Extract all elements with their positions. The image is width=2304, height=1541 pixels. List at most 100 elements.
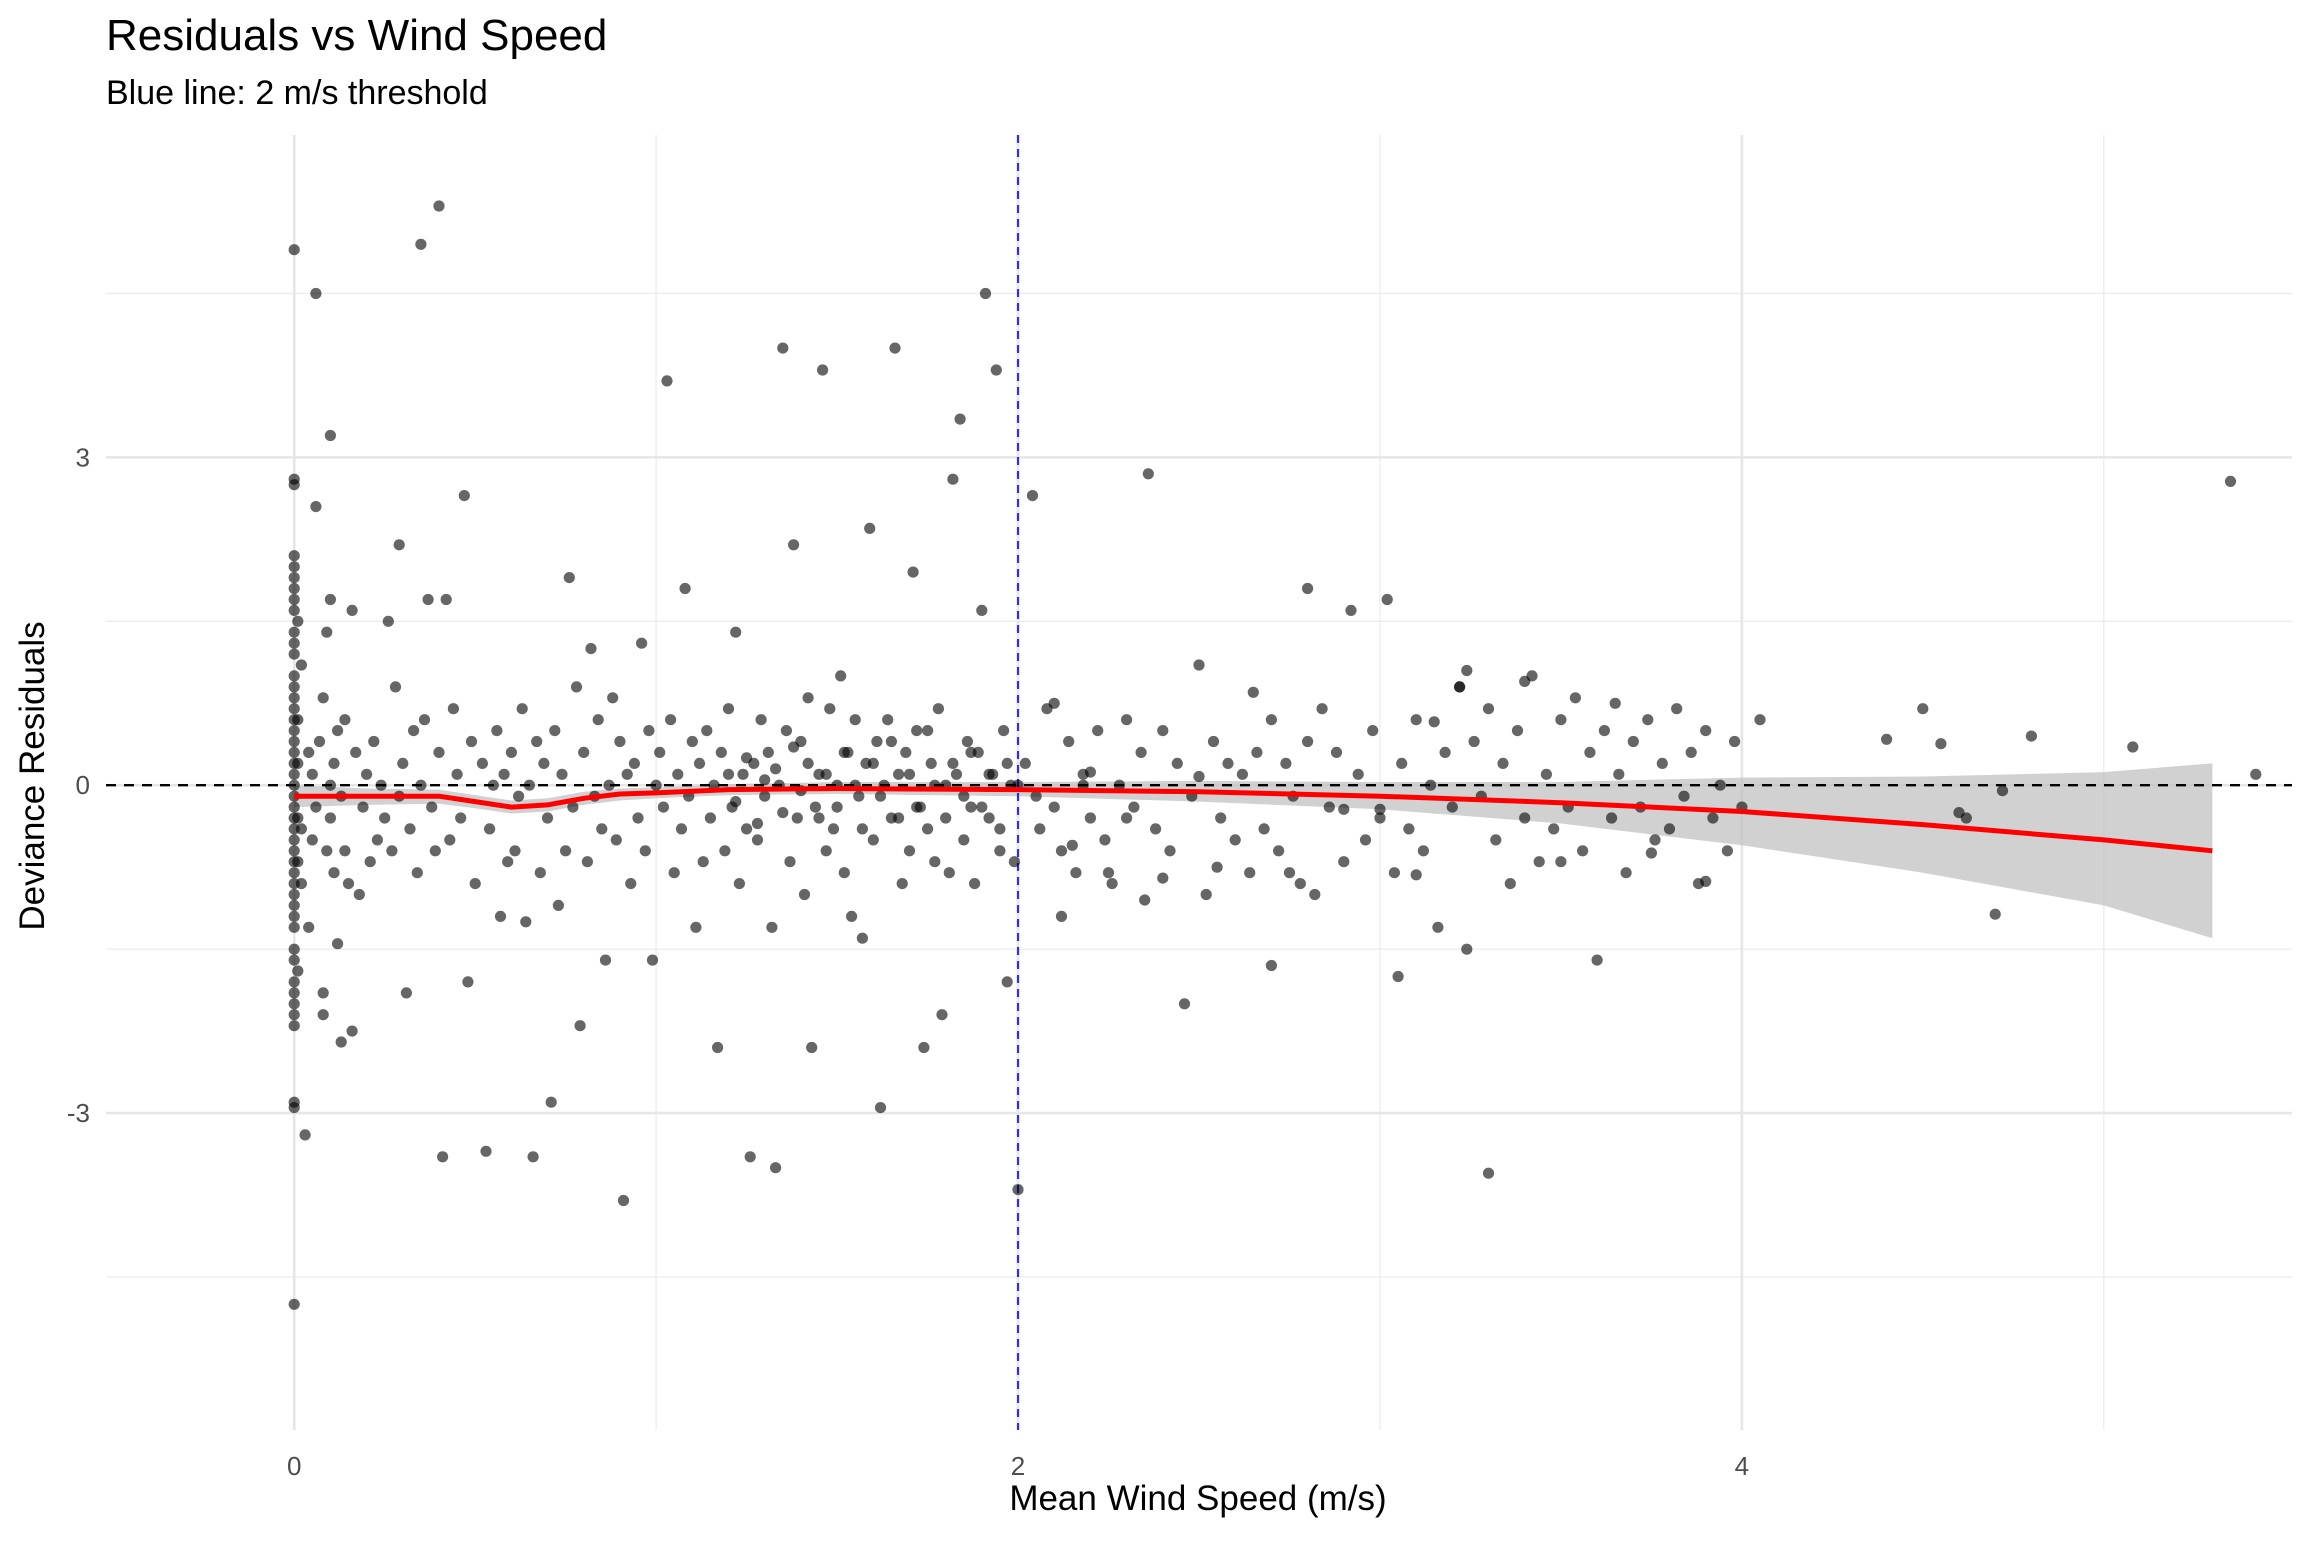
data-point <box>288 561 300 573</box>
data-point <box>1211 861 1223 873</box>
data-point <box>741 823 753 835</box>
data-point <box>954 413 966 425</box>
data-point <box>1265 714 1277 726</box>
data-point <box>770 763 782 775</box>
data-point <box>925 757 937 770</box>
data-point <box>712 1041 724 1054</box>
data-point <box>668 867 680 879</box>
data-point <box>621 768 633 780</box>
data-point <box>440 593 452 606</box>
data-point <box>983 768 995 780</box>
data-point <box>1917 703 1929 715</box>
data-point <box>1410 714 1422 726</box>
data-point <box>288 1009 300 1021</box>
data-point <box>976 801 988 813</box>
data-point <box>339 845 351 857</box>
data-point <box>549 725 561 737</box>
data-point <box>1142 468 1154 480</box>
data-point <box>1019 757 1031 770</box>
data-point <box>777 807 789 819</box>
data-point <box>288 637 300 649</box>
data-point <box>932 703 945 715</box>
data-point <box>415 238 427 250</box>
data-point <box>1432 921 1444 933</box>
data-point <box>1316 703 1328 715</box>
data-point <box>1251 746 1263 759</box>
x-tick-label: 0 <box>287 1451 301 1481</box>
data-point <box>292 714 304 726</box>
data-point <box>1721 845 1733 857</box>
data-point <box>1656 757 1668 770</box>
data-point <box>353 888 365 901</box>
data-point <box>943 867 955 879</box>
data-point <box>1244 867 1256 879</box>
data-point <box>317 692 329 704</box>
data-point <box>1461 943 1473 955</box>
data-point <box>791 812 803 824</box>
data-point <box>288 572 300 584</box>
data-point <box>1338 856 1350 868</box>
data-point <box>1048 697 1060 709</box>
data-point <box>777 342 789 354</box>
data-point <box>368 735 380 748</box>
data-point <box>357 801 369 813</box>
data-point <box>574 1020 586 1032</box>
data-point <box>722 703 735 715</box>
data-point <box>303 746 315 759</box>
data-point <box>1482 1167 1495 1179</box>
data-point <box>1066 839 1078 851</box>
data-point <box>741 752 753 764</box>
data-point <box>328 757 340 770</box>
data-point <box>371 834 383 846</box>
data-point <box>751 817 764 830</box>
data-point <box>567 801 579 813</box>
data-point <box>665 714 677 726</box>
data-point <box>911 801 923 813</box>
data-point <box>1482 703 1495 715</box>
data-point <box>288 244 300 256</box>
data-point <box>288 626 300 638</box>
data-point <box>288 888 300 901</box>
x-axis-ticks: 0 2 4 <box>287 1451 1749 1481</box>
data-point <box>976 604 988 617</box>
data-point <box>1569 692 1581 704</box>
data-point <box>661 375 673 387</box>
data-point <box>1359 834 1372 846</box>
data-point <box>520 916 532 928</box>
data-point <box>288 987 300 999</box>
data-point <box>958 790 970 802</box>
data-point <box>802 757 814 770</box>
data-point <box>918 1041 930 1054</box>
data-point <box>1063 735 1075 748</box>
data-point <box>498 768 510 780</box>
data-point <box>1001 976 1013 988</box>
y-axis-ticks: -3 0 3 <box>67 442 90 1128</box>
data-point <box>813 812 825 824</box>
data-point <box>994 845 1006 857</box>
data-point <box>693 757 706 770</box>
data-point <box>288 801 300 813</box>
data-point <box>447 703 459 715</box>
data-point <box>592 714 604 726</box>
data-point <box>288 921 300 933</box>
data-point <box>1461 664 1473 677</box>
data-point <box>690 921 702 933</box>
data-point <box>806 1041 818 1054</box>
data-point <box>625 878 637 890</box>
data-point <box>2127 741 2139 753</box>
data-point <box>994 823 1006 835</box>
data-point <box>1200 888 1212 901</box>
data-point <box>364 856 376 868</box>
data-point <box>389 681 402 693</box>
data-point <box>722 768 735 780</box>
data-point <box>679 582 691 595</box>
data-point <box>288 670 300 682</box>
data-point <box>1265 959 1277 972</box>
data-point <box>780 725 793 737</box>
data-point <box>288 768 300 780</box>
data-point <box>480 1145 492 1157</box>
data-point <box>288 735 300 748</box>
data-point <box>759 790 771 802</box>
data-point <box>893 768 905 780</box>
data-point <box>324 779 336 791</box>
